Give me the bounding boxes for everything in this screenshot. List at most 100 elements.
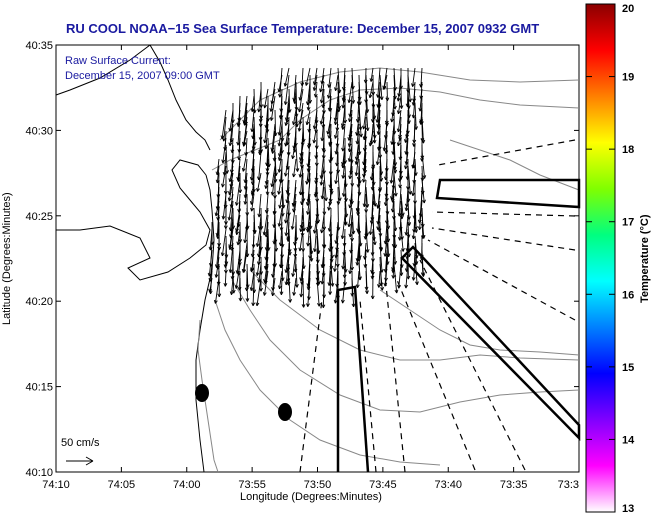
colorbar-tick-label: 16 [622,289,634,301]
current-vector [412,67,416,87]
current-vector [272,256,276,278]
current-vector [242,151,248,172]
current-vector [302,207,305,232]
current-vector [363,109,367,130]
current-vector [215,200,220,217]
current-vector [350,158,353,175]
current-vector [271,165,276,187]
colorbar-tick-label: 20 [622,3,634,15]
current-vector [371,165,374,181]
current-vector [281,179,285,209]
current-vector [377,116,381,135]
site-marker [195,384,209,402]
current-vector [228,193,234,221]
current-vector [299,109,304,125]
current-vector [390,158,395,184]
current-vector [244,158,248,183]
current-vector [251,193,255,212]
current-vector [372,186,375,205]
current-vector [329,95,332,112]
current-vector [328,88,332,112]
current-vector [321,81,325,104]
current-vector [391,102,395,123]
land-coastline [55,44,215,473]
current-vector [392,256,395,279]
current-vector [400,88,403,109]
current-vector [419,200,423,230]
current-vector [237,158,241,181]
current-vector [392,193,395,213]
current-vector [414,214,417,233]
current-vector [271,88,276,105]
current-vector [348,144,353,162]
current-vector [392,186,395,203]
current-vector [209,263,213,282]
current-vector [385,179,388,206]
current-vectors [207,67,427,308]
current-vector [265,172,269,189]
current-vector [236,207,241,232]
current-vector [265,102,269,129]
current-vector [265,214,269,238]
current-vector [286,186,290,203]
x-tick-label: 73:55 [238,479,266,491]
current-vector [292,186,297,207]
current-vector [237,116,241,146]
current-vector [265,242,269,270]
current-vector [313,214,318,234]
current-vector [258,228,262,258]
current-vector [300,214,304,232]
current-vector [372,221,376,245]
current-vector [279,193,283,209]
current-vector [250,186,255,205]
x-tick-label: 73:3 [558,479,579,491]
current-vector [330,263,334,287]
current-vector [250,270,255,291]
current-vector [379,158,382,182]
colorbar-tick-label: 19 [622,72,634,84]
current-vector [272,263,276,291]
annotation-line-1: Raw Surface Current: [65,55,171,67]
site-marker [278,403,292,421]
current-vector [344,193,347,218]
current-vector [288,235,291,256]
current-vector [292,109,297,125]
current-vector [385,158,388,180]
current-vector [329,228,332,252]
current-vector [399,165,402,188]
colorbar-tick-label: 18 [622,144,634,156]
current-vector [222,137,227,164]
current-vector [214,277,220,304]
current-vector [363,179,367,207]
current-vector [349,249,353,274]
current-vector [252,277,255,306]
current-vector [413,123,416,147]
current-vector [278,151,283,173]
current-vector [285,109,290,126]
current-vector [392,130,395,155]
current-vector [355,144,360,165]
current-vector [412,95,416,119]
current-vector [400,200,403,219]
current-vector [263,207,269,236]
current-vector [335,74,339,91]
current-vector [349,214,353,238]
current-vector [264,116,269,144]
colorbar-tick-label: 13 [622,503,634,515]
current-vector [294,88,297,104]
current-vector [284,74,290,105]
current-vector [216,158,220,175]
x-tick-label: 74:05 [108,479,136,491]
current-vector [393,74,396,100]
current-vector [273,228,276,245]
current-vector [355,151,360,176]
current-vector [328,256,332,286]
current-vector [372,95,376,119]
y-axis-label: Latitude (Degrees:Minutes) [1,192,13,325]
current-vector [365,102,369,131]
current-vector [216,207,220,237]
x-tick-label: 73:40 [434,479,462,491]
current-vector [323,172,327,201]
current-vector [285,256,290,285]
current-vector [335,137,339,155]
